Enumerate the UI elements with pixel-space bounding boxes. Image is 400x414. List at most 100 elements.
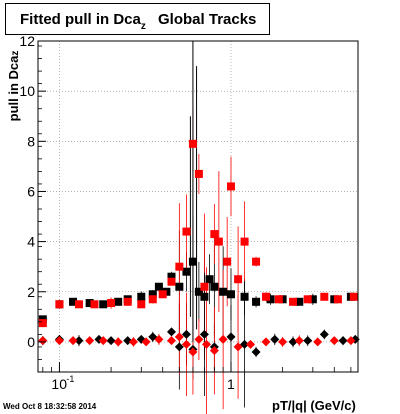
data-point-diamond xyxy=(174,342,184,352)
data-point-square xyxy=(289,297,298,306)
data-point-square xyxy=(123,297,132,306)
data-point-square xyxy=(303,295,312,304)
data-point-square xyxy=(167,277,176,286)
x-tick-label: 10 xyxy=(51,376,67,392)
data-point-square xyxy=(74,300,83,309)
data-point-diamond xyxy=(38,336,48,346)
data-point-square xyxy=(295,297,304,306)
data-point-square xyxy=(90,300,99,309)
data-point-diamond xyxy=(188,347,198,357)
data-point-square xyxy=(148,295,157,304)
data-point-square xyxy=(55,300,64,309)
y-tick-label: 4 xyxy=(27,234,35,250)
chart-title-main: Fitted pull in Dca xyxy=(20,11,141,28)
data-point-square xyxy=(158,290,167,299)
data-point-diamond xyxy=(113,337,123,347)
data-point-diamond xyxy=(68,336,78,346)
y-tick-label: 6 xyxy=(27,183,35,199)
data-point-diamond xyxy=(329,336,339,346)
data-point-square xyxy=(226,290,235,299)
data-point-diamond xyxy=(74,336,84,346)
data-point-square xyxy=(219,287,228,296)
data-point-diamond xyxy=(166,327,176,337)
data-point-square xyxy=(210,282,219,291)
data-point-square xyxy=(240,237,249,246)
data-point-diamond xyxy=(319,329,329,339)
data-point-diamond xyxy=(261,337,271,347)
data-point-diamond xyxy=(226,332,236,342)
x-tick-label-exponent: -1 xyxy=(66,374,74,384)
data-point-diamond xyxy=(278,337,288,347)
timestamp: Wed Oct 8 18:32:58 2014 xyxy=(3,402,97,411)
data-point-diamond xyxy=(246,339,256,349)
data-point-square xyxy=(214,237,223,246)
data-point-square xyxy=(252,257,261,266)
chart-title: Fitted pull in Dcaz Global Tracks xyxy=(20,11,256,32)
error-bars xyxy=(39,41,359,414)
data-point-square xyxy=(85,299,94,308)
data-point-square xyxy=(252,297,261,306)
data-point-diamond xyxy=(194,334,204,344)
y-tick-label: 12 xyxy=(19,33,35,49)
y-tick-label: 0 xyxy=(27,334,35,350)
data-point-diamond xyxy=(233,342,243,352)
y-axis-label: pull in Dcaz xyxy=(6,50,21,122)
y-tick-label: 10 xyxy=(19,83,35,99)
data-point-square xyxy=(274,295,283,304)
data-point-square xyxy=(200,292,209,301)
data-point-square xyxy=(223,257,232,266)
data-point-diamond xyxy=(106,336,116,346)
data-point-square xyxy=(38,319,47,328)
data-point-square xyxy=(262,292,271,301)
data-point-diamond xyxy=(85,336,95,346)
data-point-diamond xyxy=(98,336,108,346)
y-axis-label-subscript: z xyxy=(10,50,21,56)
data-point-diamond xyxy=(181,329,191,339)
data-point-square xyxy=(234,275,243,284)
data-point-diamond xyxy=(199,329,209,339)
data-point-diamond xyxy=(313,337,323,347)
data-point-diamond xyxy=(209,346,219,356)
data-point-square xyxy=(320,292,329,301)
data-point-square xyxy=(308,295,317,304)
data-point-square xyxy=(182,227,191,236)
data-point-square xyxy=(175,262,184,271)
data-point-diamond xyxy=(338,336,348,346)
data-point-diamond xyxy=(128,337,138,347)
data-point-square xyxy=(226,182,235,191)
data-point-square xyxy=(349,292,358,301)
data-point-diamond xyxy=(154,334,164,344)
data-point-diamond xyxy=(270,334,280,344)
chart-title-subscript: z xyxy=(140,21,146,32)
data-point-square xyxy=(200,282,209,291)
y-tick-label: 8 xyxy=(27,133,35,149)
data-point-square xyxy=(205,275,214,284)
data-point-square xyxy=(167,272,176,281)
data-point-square xyxy=(114,297,123,306)
data-point-diamond xyxy=(181,339,191,349)
data-point-diamond xyxy=(288,337,298,347)
data-point-diamond xyxy=(202,339,212,349)
data-point-square xyxy=(240,292,249,301)
data-point-square xyxy=(333,295,342,304)
data-markers xyxy=(38,139,360,357)
data-point-square xyxy=(137,300,146,309)
x-tick-label: 1 xyxy=(227,376,235,392)
data-point-square xyxy=(154,282,163,291)
data-point-diamond xyxy=(174,332,184,342)
plot-frame xyxy=(37,40,359,373)
data-point-square xyxy=(194,287,203,296)
grid xyxy=(38,40,358,372)
data-point-square xyxy=(137,292,146,301)
data-point-diamond xyxy=(346,336,356,346)
data-point-diamond xyxy=(251,347,261,357)
data-point-square xyxy=(188,257,197,266)
data-point-square xyxy=(182,267,191,276)
data-point-diamond xyxy=(294,336,304,346)
data-point-diamond xyxy=(54,336,64,346)
data-point-diamond xyxy=(166,336,176,346)
data-point-square xyxy=(69,297,78,306)
data-point-square xyxy=(266,295,275,304)
data-point-square xyxy=(194,169,203,178)
